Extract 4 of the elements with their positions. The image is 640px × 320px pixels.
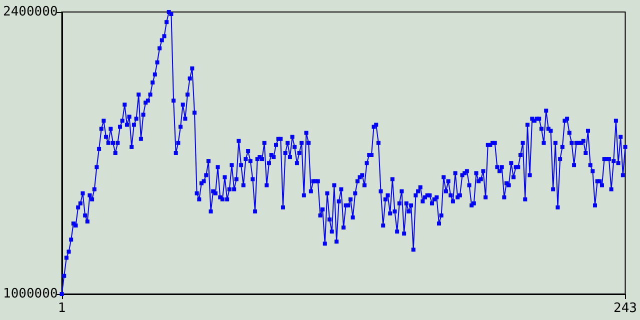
y-tick-label: 1000000 — [2, 286, 58, 302]
x-tick-label: 1 — [58, 301, 66, 316]
x-tick-label: 243 — [614, 301, 637, 316]
y-tick-label: 2400000 — [2, 4, 58, 20]
